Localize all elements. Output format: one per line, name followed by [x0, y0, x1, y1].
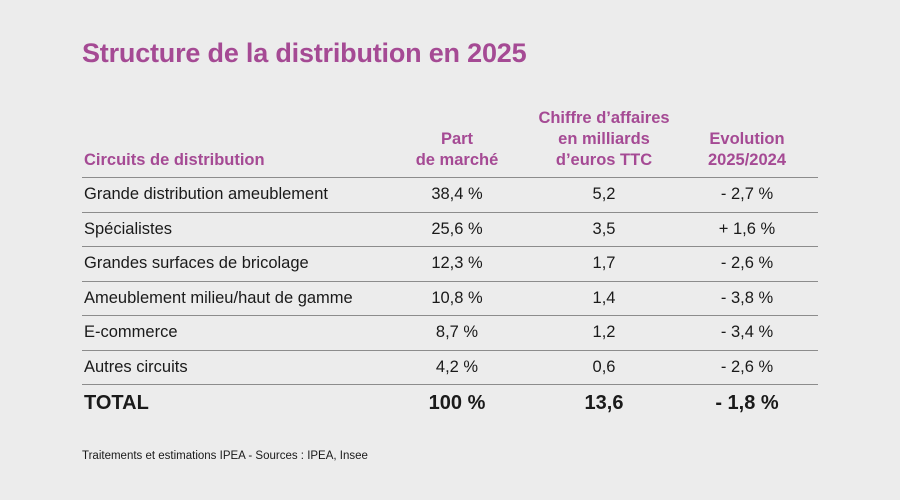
part-cell: 10,8 % — [382, 281, 532, 316]
column-header-part-de-marche: Part de marché — [382, 108, 532, 178]
evolution-cell: - 3,4 % — [676, 315, 818, 351]
distribution-table: Circuits de distribution Part de marché … — [82, 108, 818, 421]
table-row: Grande distribution ameublement 38,4 % 5… — [82, 177, 818, 213]
ca-cell: 3,5 — [532, 212, 676, 247]
total-part: 100 % — [428, 391, 486, 414]
ca-cell: 1,7 — [532, 246, 676, 282]
circuit-cell: Grandes surfaces de bricolage — [82, 246, 382, 282]
evolution-cell: + 1,6 % — [676, 212, 818, 247]
evolution-cell: - 2,7 % — [676, 177, 818, 213]
evolution-cell: - 3,8 % — [676, 281, 818, 316]
table-row: Spécialistes 25,6 % 3,5 + 1,6 % — [82, 212, 818, 247]
ca-cell: 1,4 — [532, 281, 676, 316]
column-header-chiffre-affaires: Chiffre d’affaires en milliards d’euros … — [532, 108, 676, 178]
ca-cell: 5,2 — [532, 177, 676, 213]
circuit-cell: Spécialistes — [82, 212, 382, 247]
part-cell: 8,7 % — [382, 315, 532, 351]
evolution-cell: - 2,6 % — [676, 350, 818, 385]
circuit-cell: Grande distribution ameublement — [82, 177, 382, 213]
table-row: Grandes surfaces de bricolage 12,3 % 1,7… — [82, 246, 818, 282]
part-cell: 38,4 % — [382, 177, 532, 213]
table-header-row: Circuits de distribution Part de marché … — [82, 108, 818, 178]
table-row: E-commerce 8,7 % 1,2 - 3,4 % — [82, 315, 818, 351]
total-label: TOTAL — [84, 391, 149, 414]
table-row: Autres circuits 4,2 % 0,6 - 2,6 % — [82, 350, 818, 385]
circuit-cell: Autres circuits — [82, 350, 382, 385]
column-header-evolution: Evolution 2025/2024 — [676, 108, 818, 178]
part-cell: 12,3 % — [382, 246, 532, 282]
ca-cell: 1,2 — [532, 315, 676, 351]
part-cell: 25,6 % — [382, 212, 532, 247]
circuit-cell: E-commerce — [82, 315, 382, 351]
source-note: Traitements et estimations IPEA - Source… — [82, 450, 368, 462]
part-cell: 4,2 % — [382, 350, 532, 385]
column-header-circuits: Circuits de distribution — [82, 108, 382, 178]
circuit-cell: Ameublement milieu/haut de gamme — [82, 281, 382, 316]
page-title: Structure de la distribution en 2025 — [82, 38, 527, 68]
total-row: TOTAL 100 % 13,6 - 1,8 % — [82, 385, 818, 422]
table-row: Ameublement milieu/haut de gamme 10,8 % … — [82, 281, 818, 316]
total-evolution: - 1,8 % — [715, 391, 779, 414]
total-ca: 13,6 — [584, 391, 624, 414]
evolution-cell: - 2,6 % — [676, 246, 818, 282]
ca-cell: 0,6 — [532, 350, 676, 385]
